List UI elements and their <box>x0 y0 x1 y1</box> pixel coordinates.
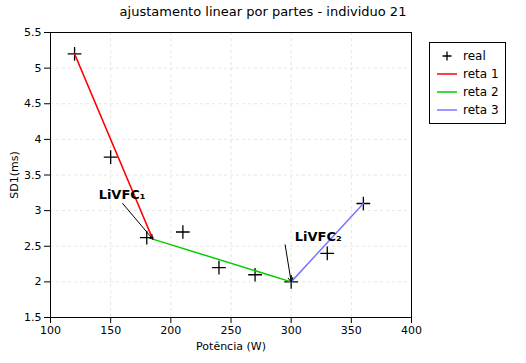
svg-text:LiVFC₁: LiVFC₁ <box>99 187 146 202</box>
html-text:real: real <box>463 49 486 63</box>
svg-text:250: 250 <box>221 324 242 337</box>
svg-text:300: 300 <box>281 324 302 337</box>
svg-text:2: 2 <box>35 275 42 288</box>
svg-text:5.5: 5.5 <box>24 26 42 39</box>
svg-text:350: 350 <box>341 324 362 337</box>
html-text:reta 2: reta 2 <box>463 85 499 99</box>
svg-text:5: 5 <box>35 62 42 75</box>
svg-text:150: 150 <box>100 324 121 337</box>
svg-text:LiVFC₂: LiVFC₂ <box>295 229 342 244</box>
svg-text:2.5: 2.5 <box>24 240 42 253</box>
svg-text:200: 200 <box>160 324 181 337</box>
svg-text:3.5: 3.5 <box>24 169 42 182</box>
svg-text:4: 4 <box>35 133 42 146</box>
svg-text:SD1(ms): SD1(ms) <box>8 151 21 198</box>
svg-text:Potência (W): Potência (W) <box>196 340 266 353</box>
svg-text:3: 3 <box>35 204 42 217</box>
html-text:ajustamento linear por partes: ajustamento linear por partes - individu… <box>119 4 407 19</box>
svg-text:100: 100 <box>40 324 61 337</box>
svg-text:400: 400 <box>401 324 422 337</box>
svg-text:1.5: 1.5 <box>24 311 42 324</box>
html-text:reta 3: reta 3 <box>463 103 499 117</box>
svg-text:4.5: 4.5 <box>24 97 42 110</box>
html-text:reta 1: reta 1 <box>463 67 499 81</box>
